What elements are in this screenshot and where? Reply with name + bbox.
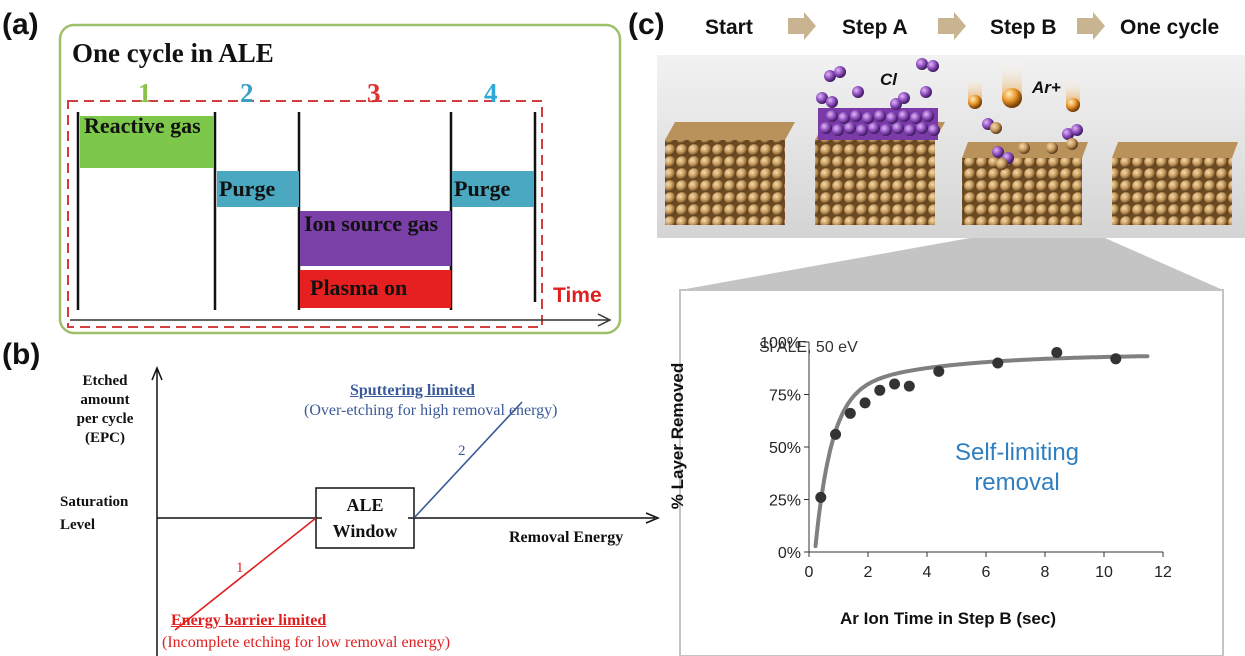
window-line-2: Window	[332, 521, 398, 541]
epc-line-4: (EPC)	[85, 430, 125, 446]
epc-axis-arrowhead	[151, 366, 163, 381]
argon-label: Ar+	[1032, 78, 1061, 97]
step-a-label: Step A	[842, 16, 908, 39]
purge-label-2: Purge	[454, 176, 511, 201]
panel-a-title: One cycle in ALE	[72, 38, 274, 68]
data-point	[844, 407, 856, 419]
x-tick-label: 6	[982, 564, 991, 581]
removal-energy-label: Removal Energy	[509, 529, 624, 546]
chlorine-label: Cl	[880, 70, 897, 89]
step-number-3: 3	[367, 78, 381, 108]
data-point	[1051, 347, 1063, 358]
reactive-gas-label: Reactive gas	[84, 113, 201, 138]
step-arrow-1	[788, 12, 816, 40]
purge-block-2	[452, 171, 534, 207]
x-tick-label: 10	[1095, 564, 1113, 581]
data-point	[889, 378, 901, 390]
panel-a-label: (a)	[2, 8, 39, 41]
data-point	[815, 491, 827, 503]
one-cycle-label: One cycle	[1120, 16, 1220, 39]
step-arrow-3	[1077, 12, 1105, 40]
saturation-level-label: Saturation Level	[60, 491, 128, 537]
chart-annotation: Si ALE, 50 eV	[759, 339, 858, 356]
saturation-line-2: Level	[60, 517, 95, 533]
self-limiting-line-2: removal	[974, 469, 1060, 496]
panel-c-graphic	[657, 12, 1245, 656]
y-tick-label: 50%	[769, 440, 801, 457]
data-point	[992, 357, 1004, 369]
substrate-one-cycle	[1112, 142, 1238, 225]
data-point	[830, 428, 842, 440]
zoom-funnel	[680, 238, 1223, 290]
sicl-products	[982, 118, 1083, 170]
x-tick-label: 0	[805, 564, 814, 581]
x-tick-label: 12	[1154, 564, 1172, 581]
line-2-label: 2	[458, 443, 466, 459]
self-limiting-line-1: Self-limiting	[954, 439, 1080, 466]
line-1-label: 1	[236, 560, 244, 576]
epc-line-3: per cycle	[76, 411, 134, 427]
ale-window-label: ALE Window	[322, 492, 408, 544]
panel-a-border	[58, 23, 622, 335]
y-tick-label: 75%	[769, 388, 801, 405]
reactive-gas-block	[80, 116, 214, 168]
epc-axis-title: Etched amount per cycle (EPC)	[60, 372, 150, 448]
saturation-line-1: Saturation	[60, 494, 129, 510]
step-number-4: 4	[484, 78, 498, 108]
panel-a-diagram	[58, 23, 622, 335]
substrate-start	[665, 122, 795, 225]
y-tick-label: 100%	[760, 335, 801, 352]
substrate-step-b	[962, 142, 1088, 225]
sputtering-limited-desc: (Over-etching for high removal energy)	[304, 402, 558, 419]
fit-curve	[813, 354, 1150, 549]
sputtering-limited-title: Sputtering limited	[350, 382, 475, 399]
chlorine-layer	[818, 108, 940, 140]
chart-x-axis-title: Ar Ion Time in Step B (sec)	[840, 609, 1057, 628]
chart-frame	[679, 289, 1224, 656]
y-tick-label: 0%	[778, 545, 801, 562]
plasma-on-block	[300, 270, 451, 308]
argon-ions	[968, 60, 1080, 112]
step-number-2: 2	[240, 78, 254, 108]
data-point	[1110, 353, 1122, 365]
data-point	[933, 365, 945, 377]
chlorine-molecules	[816, 58, 939, 110]
panel-b-label: (b)	[2, 338, 41, 371]
energy-barrier-line	[174, 517, 317, 631]
plasma-on-label: Plasma on	[310, 275, 408, 300]
layer-removed-chart: 0 2 4 6 8 10 12 0% 25% 50% 75% 100%	[760, 335, 1172, 581]
epc-line-1: Etched	[82, 373, 128, 389]
ion-source-gas-label: Ion source gas	[304, 211, 439, 236]
time-axis-arrowhead	[597, 313, 612, 327]
cycle-dashed-frame	[67, 100, 543, 328]
y-tick-label: 25%	[769, 493, 801, 510]
self-limiting-text: Self-limiting removal	[937, 438, 1097, 498]
x-tick-label: 4	[923, 564, 932, 581]
energy-barrier-title: Energy barrier limited	[171, 612, 327, 629]
energy-axis-arrowhead	[645, 512, 660, 524]
x-tick-label: 8	[1041, 564, 1050, 581]
step-arrow-2	[938, 12, 966, 40]
sputtering-line	[413, 401, 523, 519]
purge-label-1: Purge	[219, 176, 276, 201]
epc-line-2: amount	[80, 392, 130, 408]
window-line-1: ALE	[346, 495, 384, 515]
ion-source-gas-block	[300, 211, 451, 266]
chart-y-axis-title: % Layer Removed	[668, 362, 687, 510]
purge-block-1	[217, 171, 299, 207]
step-b-label: Step B	[990, 16, 1057, 39]
panel-c-label: (c)	[628, 8, 665, 41]
step-start-label: Start	[705, 16, 753, 39]
step-number-1: 1	[138, 78, 152, 108]
data-point	[903, 380, 915, 392]
data-point	[859, 397, 871, 409]
time-axis-label: Time	[553, 284, 602, 307]
energy-barrier-desc: (Incomplete etching for low removal ener…	[162, 634, 451, 651]
data-point	[874, 384, 886, 396]
x-tick-label: 2	[864, 564, 873, 581]
